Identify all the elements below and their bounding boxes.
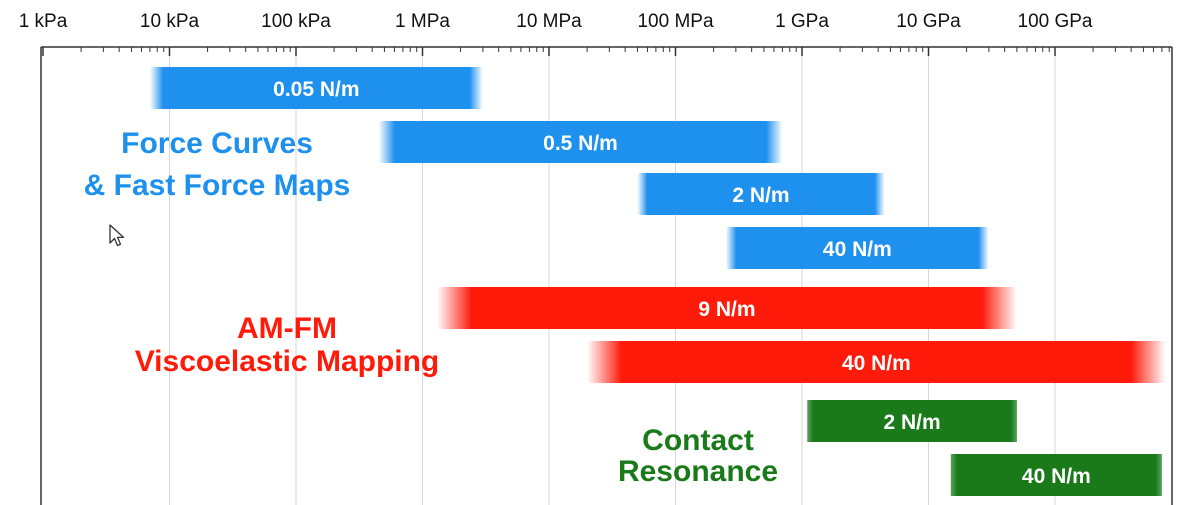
range-bar bbox=[149, 67, 483, 109]
x-axis bbox=[40, 46, 1173, 505]
x-tick-label: 1 kPa bbox=[19, 11, 68, 32]
group-label-line: Resonance bbox=[618, 455, 778, 488]
bar-label: 2 N/m bbox=[732, 184, 789, 207]
range-bar bbox=[587, 341, 1166, 383]
range-bar bbox=[436, 287, 1017, 329]
group-label-line: Force Curves bbox=[121, 127, 313, 160]
bar-label: 40 N/m bbox=[823, 238, 892, 261]
bar-label: 0.05 N/m bbox=[273, 78, 359, 101]
group-label-line: Viscoelastic Mapping bbox=[135, 345, 440, 378]
bar-label: 0.5 N/m bbox=[543, 132, 618, 155]
bar-label: 40 N/m bbox=[842, 352, 911, 375]
x-tick-label: 10 MPa bbox=[516, 11, 582, 32]
x-tick-labels: 1 kPa 10 kPa 100 kPa 1 MPa 10 MPa 100 MPa 1 GP… bbox=[19, 11, 1093, 32]
x-tick-label: 100 kPa bbox=[261, 11, 331, 32]
x-tick-label: 10 GPa bbox=[896, 11, 961, 32]
range-bar bbox=[725, 227, 989, 269]
range-bar bbox=[637, 173, 885, 215]
group-label-line: Contact bbox=[642, 424, 754, 457]
group-label-line: AM-FM bbox=[237, 312, 337, 345]
x-tick-label: 100 MPa bbox=[637, 11, 713, 32]
x-tick-label: 100 GPa bbox=[1018, 11, 1093, 32]
x-tick-label: 1 MPa bbox=[395, 11, 450, 32]
group-label-line: & Fast Force Maps bbox=[84, 169, 351, 202]
bar-label: 9 N/m bbox=[698, 298, 755, 321]
bar-label: 40 N/m bbox=[1022, 465, 1091, 488]
x-tick-label: 1 GPa bbox=[775, 11, 829, 32]
range-bar bbox=[807, 400, 1017, 442]
bar-label: 2 N/m bbox=[883, 411, 940, 434]
mouse-pointer-icon bbox=[109, 224, 125, 247]
range-bars: 0.05 N/m 0.5 N/m 2 N/m 40 N/m 9 N/m 40 N/m 2 N… bbox=[149, 67, 1166, 496]
range-bar bbox=[378, 121, 783, 163]
range-bar bbox=[950, 454, 1162, 496]
x-tick-label: 10 kPa bbox=[140, 11, 200, 32]
group-labels: Force Curves & Fast Force Maps AM-FMViscoe… bbox=[84, 127, 778, 488]
